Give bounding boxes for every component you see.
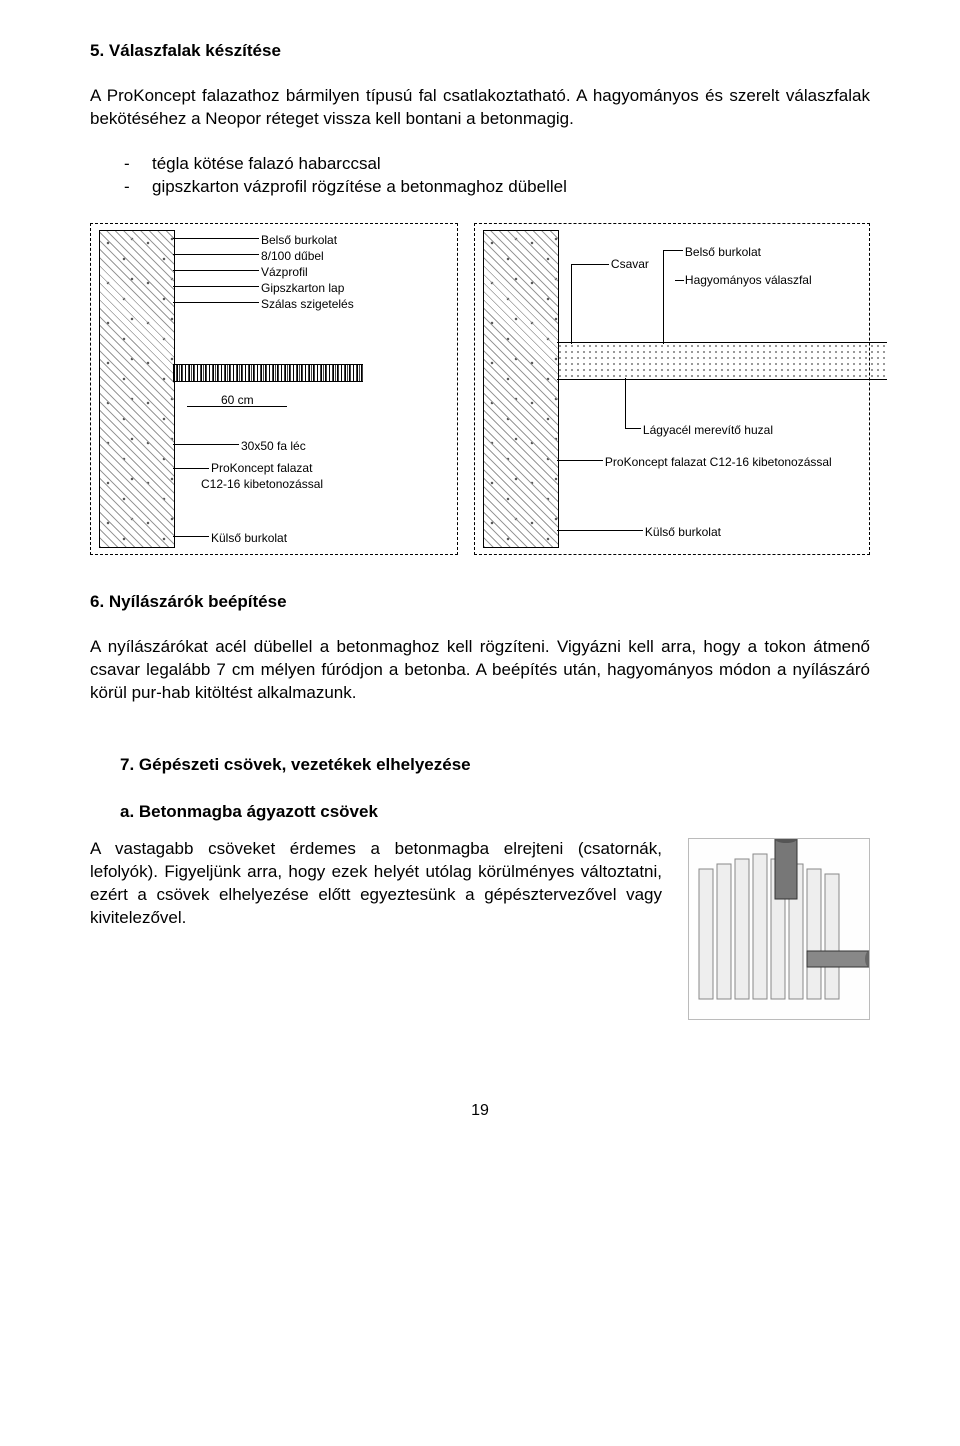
bullet-text: tégla kötése falazó habarccsal xyxy=(152,153,381,176)
section5-para: A ProKoncept falazathoz bármilyen típusú… xyxy=(90,85,870,131)
figure-left: 60 cm Belső burkolat 8/100 dűbel Vázprof… xyxy=(90,223,458,555)
fig-right-belso: Belső burkolat xyxy=(685,244,761,260)
fig-left-dim60: 60 cm xyxy=(221,392,254,408)
pipe-embed-image xyxy=(688,838,870,1020)
fig-right-kulso: Külső burkolat xyxy=(645,524,721,540)
section5-bullets: - tégla kötése falazó habarccsal - gipsz… xyxy=(90,153,870,199)
fig-right-hagyomanyos: Hagyományos válaszfal xyxy=(685,272,812,288)
fig-right-prokoncept: ProKoncept falazat C12-16 kibetonozással xyxy=(605,454,895,470)
fig-left-dubel: 8/100 dűbel xyxy=(261,248,324,264)
bullet-row: - tégla kötése falazó habarccsal xyxy=(124,153,870,176)
fig-right-csavar: Csavar xyxy=(611,256,649,272)
figure-block: 60 cm Belső burkolat 8/100 dűbel Vázprof… xyxy=(90,223,870,555)
section7-heading: 7. Gépészeti csövek, vezetékek elhelyezé… xyxy=(90,754,870,777)
bullet-dash: - xyxy=(124,176,152,199)
fig-left-szalas: Szálas szigetelés xyxy=(261,296,354,312)
fig-left-kibeton: C12-16 kibetonozással xyxy=(201,476,323,492)
fig-left-kulso: Külső burkolat xyxy=(211,530,287,546)
section5-heading: 5. Válaszfalak készítése xyxy=(90,40,870,63)
bullet-text: gipszkarton vázprofil rögzítése a betonm… xyxy=(152,176,567,199)
figure-right: Csavar Belső burkolat Hagyományos válasz… xyxy=(474,223,870,555)
fig-left-prokoncept: ProKoncept falazat xyxy=(211,460,312,476)
section6-para: A nyílászárókat acél dübellel a betonmag… xyxy=(90,636,870,705)
fig-left-vazprofil: Vázprofil xyxy=(261,264,308,280)
fig-left-falec: 30x50 fa léc xyxy=(241,438,306,454)
fig-right-lagyacel: Lágyacél merevítő huzal xyxy=(643,422,773,438)
section7-row: A vastagabb csöveket érdemes a betonmagb… xyxy=(90,838,870,1020)
section7-sub-a: a. Betonmagba ágyazott csövek xyxy=(90,801,870,824)
page-number: 19 xyxy=(90,1100,870,1122)
section7-para: A vastagabb csöveket érdemes a betonmagb… xyxy=(90,838,662,930)
bullet-row: - gipszkarton vázprofil rögzítése a beto… xyxy=(124,176,870,199)
fig-left-gipsz: Gipszkarton lap xyxy=(261,280,344,296)
section6-heading: 6. Nyílászárók beépítése xyxy=(90,591,870,614)
fig-left-belso: Belső burkolat xyxy=(261,232,337,248)
bullet-dash: - xyxy=(124,153,152,176)
